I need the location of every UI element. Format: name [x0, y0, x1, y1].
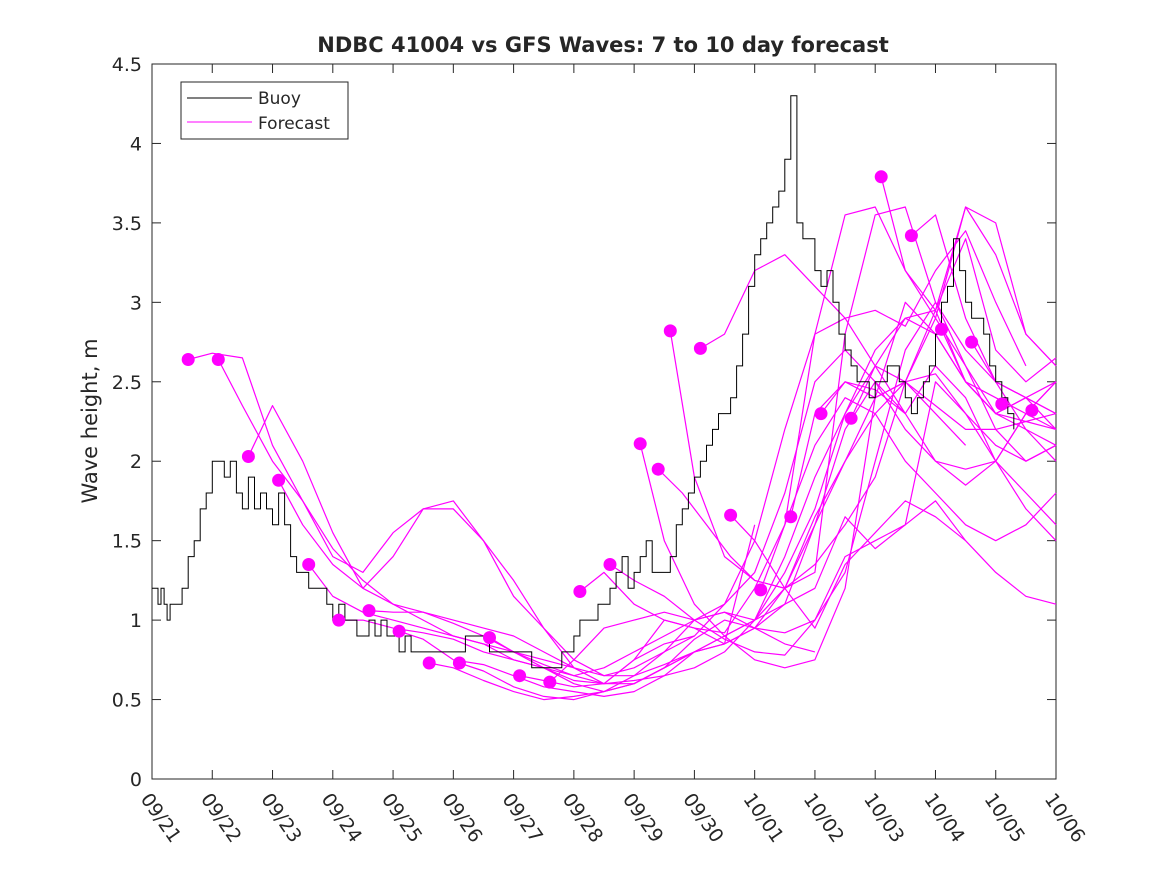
forecast-series-line [669, 206, 1057, 589]
forecast-start-marker [693, 341, 707, 355]
forecast-start-marker [573, 585, 587, 598]
y-tick-label: 0 [130, 769, 142, 791]
forecast-start-marker [332, 613, 346, 627]
forecast-start-marker [543, 675, 557, 689]
forecast-start-marker [241, 450, 255, 463]
axes-box [151, 63, 1057, 780]
forecast-start-marker [784, 510, 798, 524]
forecast-start-marker [452, 656, 466, 670]
forecast-start-marker [513, 669, 527, 683]
forecast-start-marker [392, 624, 406, 638]
forecast-start-marker [724, 508, 738, 522]
forecast-series-line [429, 301, 1057, 701]
forecast-start-marker [651, 462, 665, 476]
y-axis-label: Wave height, m [78, 338, 102, 503]
forecast-series-line [850, 206, 1057, 419]
forecast-start-marker [1025, 403, 1039, 417]
forecast-series-line [639, 301, 1057, 669]
forecast-series-line [911, 214, 1057, 415]
forecast-series-line [940, 329, 1057, 446]
forecast-start-marker [844, 411, 858, 425]
forecast-start-marker [663, 324, 677, 338]
forecast-start-marker [211, 353, 225, 366]
chart-title: NDBC 41004 vs GFS Waves: 7 to 10 day for… [317, 33, 888, 57]
forecast-series-line [549, 349, 1057, 683]
forecast-start-marker [272, 473, 286, 487]
forecast-start-marker [633, 437, 647, 451]
forecast-series-line [308, 317, 906, 677]
y-tick-label: 1 [130, 610, 142, 632]
forecast-start-marker [302, 558, 316, 571]
legend-box [180, 81, 349, 140]
forecast-series-line [971, 341, 1057, 462]
forecast-start-marker [935, 322, 948, 336]
forecast-start-marker [814, 407, 828, 421]
forecast-series-line [790, 365, 1057, 542]
y-tick-label: 0.5 [112, 690, 142, 712]
forecast-start-marker [904, 229, 918, 243]
legend: Buoy Forecast [180, 81, 349, 140]
forecast-start-marker [874, 170, 888, 184]
forecast-start-marker [483, 631, 496, 645]
forecast-start-marker [422, 656, 436, 670]
y-tick-label: 1.5 [112, 531, 142, 553]
forecast-series-line [730, 500, 966, 629]
legend-forecast-label: Forecast [258, 114, 330, 134]
buoy-series-line [152, 95, 1015, 669]
forecast-series-line [700, 230, 1027, 367]
forecast-start-marker [181, 353, 195, 366]
forecast-start-marker [603, 558, 617, 571]
forecast-series-line [489, 500, 1057, 685]
forecast-series-line [459, 381, 1057, 701]
y-tick-label: 3.5 [112, 213, 142, 235]
y-tick-label: 4 [130, 133, 142, 155]
forecast-start-marker [965, 335, 979, 349]
forecast-series-line [657, 317, 1057, 589]
y-tick-label: 2.5 [112, 372, 142, 394]
legend-buoy-label: Buoy [258, 89, 301, 109]
plot-area: 00.511.522.533.544.509/21 09/22 09/23 09/24… [112, 54, 1090, 847]
forecast-start-marker [754, 583, 768, 597]
forecast-start-marker [995, 397, 1009, 411]
y-tick-label: 3 [130, 292, 142, 314]
y-tick-label: 4.5 [112, 54, 142, 76]
forecast-series-line [188, 352, 575, 669]
forecast-start-marker [362, 604, 376, 618]
y-tick-label: 2 [130, 451, 142, 473]
forecast-series-line [579, 397, 1057, 634]
